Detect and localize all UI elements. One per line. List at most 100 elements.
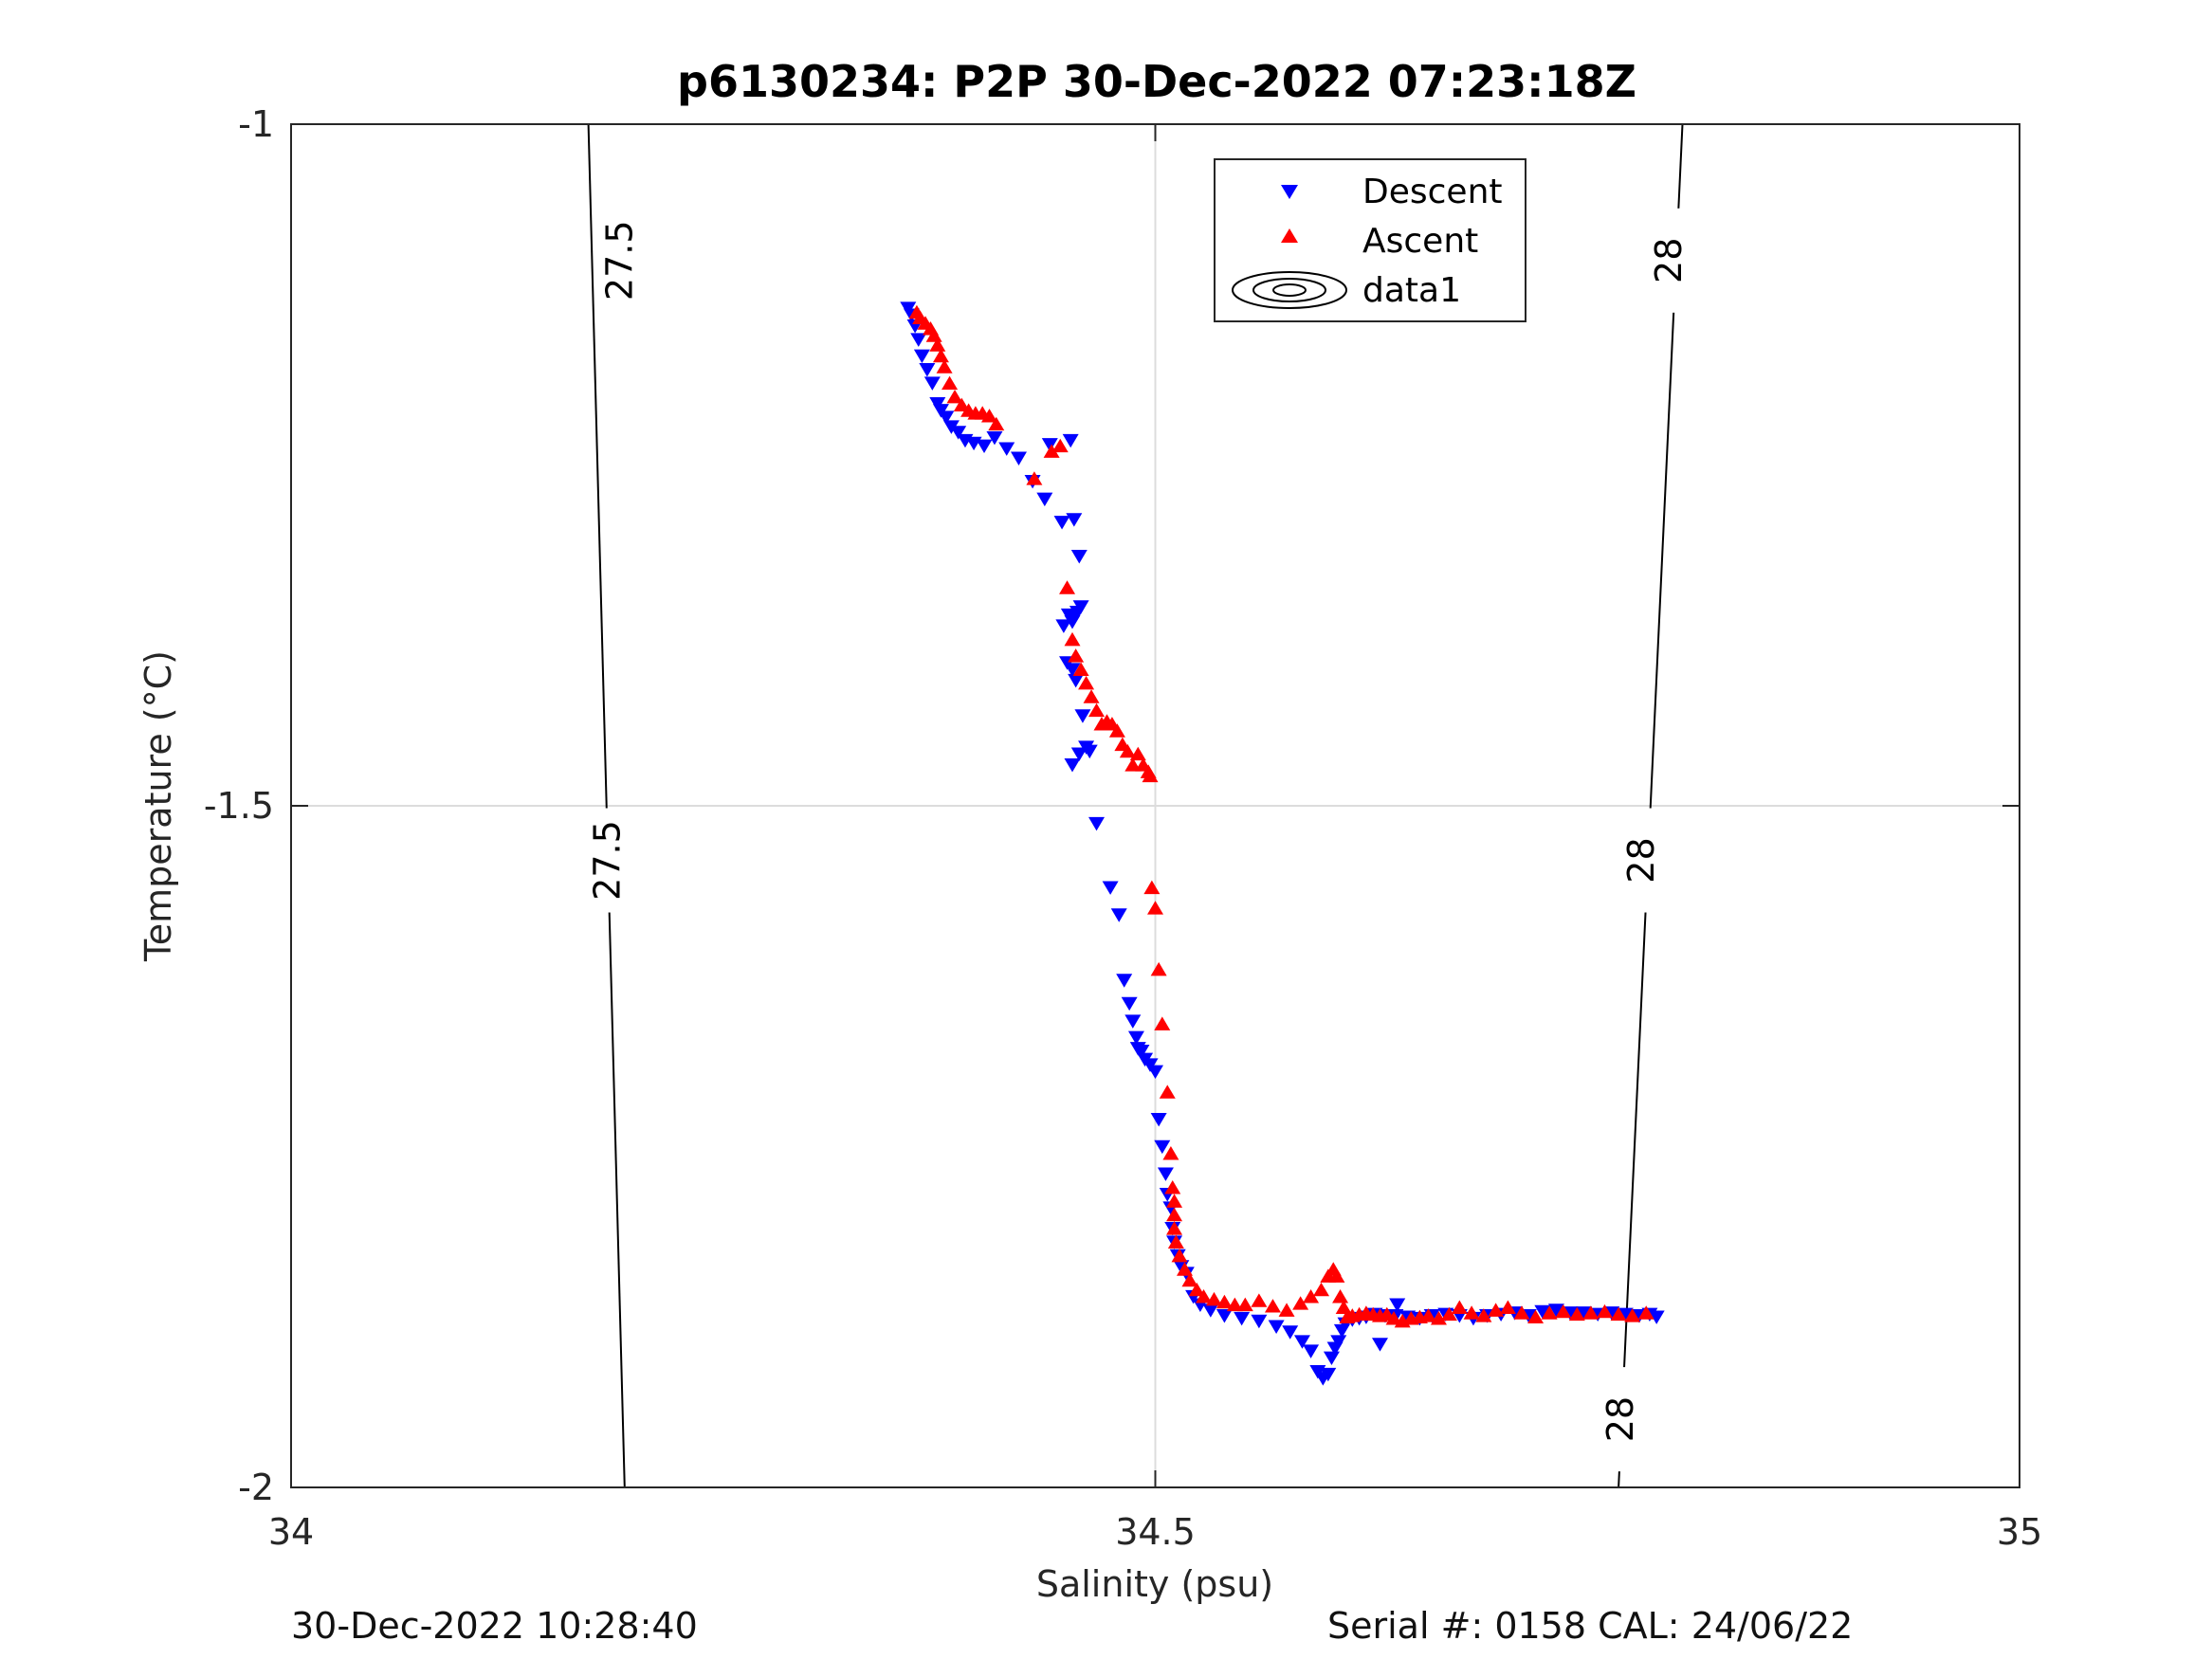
descent-point <box>1124 1014 1142 1029</box>
ascent-point <box>1181 1272 1198 1287</box>
ascent-point <box>1555 1304 1572 1319</box>
descent-point <box>1116 974 1133 988</box>
ascent-point <box>1541 1305 1558 1320</box>
descent-point <box>986 430 1003 446</box>
descent-point <box>1062 433 1079 448</box>
ascent-point <box>1043 444 1060 458</box>
ascent-point <box>1142 768 1159 783</box>
descent-point <box>1041 438 1058 452</box>
ascent-point <box>1475 1308 1492 1322</box>
ascent-point <box>929 337 946 352</box>
descent-point <box>1154 1139 1171 1155</box>
descent-point <box>1330 1335 1347 1349</box>
y-tick-label: -2 <box>238 1467 274 1508</box>
descent-point <box>1648 1310 1665 1324</box>
descent-point <box>1036 492 1053 507</box>
ascent-point <box>1313 1282 1330 1297</box>
ascent-point <box>925 328 942 342</box>
contour-label: 28 <box>1600 1396 1641 1442</box>
descent-point <box>1070 747 1088 762</box>
descent-point <box>1069 606 1086 620</box>
ascent-point <box>980 409 997 423</box>
footer-timestamp: 30-Dec-2022 10:28:40 <box>291 1605 698 1647</box>
descent-point <box>1010 451 1027 465</box>
legend-ascent-label: Ascent <box>1362 222 1478 261</box>
contour-label-bg <box>1619 808 1662 913</box>
ascent-point <box>941 375 959 391</box>
descent-point <box>1282 1325 1299 1340</box>
descent-point <box>1157 1167 1174 1181</box>
descent-point <box>919 363 936 377</box>
ascent-point <box>1205 1291 1222 1306</box>
ascent-point <box>1332 1289 1349 1304</box>
ascent-point <box>1451 1300 1468 1314</box>
ascent-point <box>1068 648 1085 663</box>
ascent-point <box>1430 1311 1447 1325</box>
descent-point <box>923 376 941 391</box>
contour-line-1 <box>1618 123 1684 1488</box>
descent-point <box>1234 1311 1251 1326</box>
descent-point <box>1251 1314 1268 1329</box>
ascent-point <box>1527 1309 1545 1324</box>
descent-point <box>910 333 927 347</box>
x-axis-label: Salinity (psu) <box>1036 1563 1273 1605</box>
ascent-point <box>1226 1297 1243 1312</box>
ascent-series <box>908 304 1654 1328</box>
axis-ticks: 34 34.5 35 -2 -1.5 -1 <box>204 103 2042 1553</box>
ascent-point <box>1236 1297 1253 1312</box>
ascent-point <box>1440 1306 1457 1322</box>
ascent-point <box>1088 702 1106 718</box>
contour-label: 28 <box>1648 238 1690 283</box>
descent-point <box>1303 1344 1320 1358</box>
plot-area: 27.5 27.5 28 28 28 34 34.5 35 -2 -1.5 -1 <box>204 103 2042 1553</box>
descent-point <box>1150 1112 1167 1127</box>
ascent-point <box>1385 1311 1402 1325</box>
ascent-point <box>1513 1305 1530 1320</box>
ascent-point <box>1166 1194 1183 1208</box>
ascent-point <box>1083 689 1100 703</box>
descent-point <box>1066 513 1083 527</box>
descent-point <box>1147 1065 1163 1080</box>
legend-contour-marker <box>1232 271 1347 309</box>
ascent-point <box>1166 1221 1183 1235</box>
contour-label: 27.5 <box>598 220 640 301</box>
ascent-point <box>1568 1306 1585 1322</box>
descent-point <box>1121 996 1138 1012</box>
contour-line-0 <box>587 123 626 1488</box>
descent-point <box>1293 1335 1310 1349</box>
descent-point <box>1074 709 1091 723</box>
ascent-point <box>1164 1179 1181 1194</box>
x-tick-label: 34.5 <box>1115 1511 1196 1553</box>
ascent-point <box>1176 1262 1193 1276</box>
ascent-point <box>936 359 953 374</box>
legend-descent-label: Descent <box>1362 173 1503 211</box>
ascent-point <box>1129 746 1146 761</box>
density-contours: 27.5 27.5 28 28 28 <box>586 123 1690 1488</box>
ascent-point <box>1162 1146 1179 1160</box>
ascent-point <box>1499 1300 1516 1314</box>
y-axis-label: Temperature (°C) <box>137 650 179 962</box>
ascent-point <box>1637 1305 1654 1320</box>
ascent-point <box>1196 1289 1213 1304</box>
contour-label-bg <box>598 208 641 313</box>
descent-point <box>1547 1304 1564 1318</box>
ascent-point <box>1328 1268 1345 1283</box>
ascent-point <box>1303 1289 1320 1304</box>
ascent-point <box>1264 1299 1281 1313</box>
ascent-point <box>1335 1300 1352 1314</box>
descent-point <box>1102 881 1119 895</box>
legend: Descent Ascent data1 <box>1214 158 1526 322</box>
ascent-point <box>1078 675 1095 690</box>
legend-data1-label: data1 <box>1362 271 1461 310</box>
contour-label-bg <box>1599 1367 1641 1472</box>
ascent-point <box>1216 1294 1233 1309</box>
footer-serial: Serial #: 0158 CAL: 24/06/22 <box>1327 1605 1854 1647</box>
ascent-point <box>932 348 949 363</box>
descent-point <box>1389 1298 1406 1312</box>
descent-point <box>913 349 930 364</box>
ascent-point <box>946 389 963 404</box>
descent-point <box>1068 673 1085 688</box>
descent-point <box>1127 1030 1144 1046</box>
ascent-point <box>953 397 970 412</box>
ascent-point <box>1420 1308 1437 1322</box>
